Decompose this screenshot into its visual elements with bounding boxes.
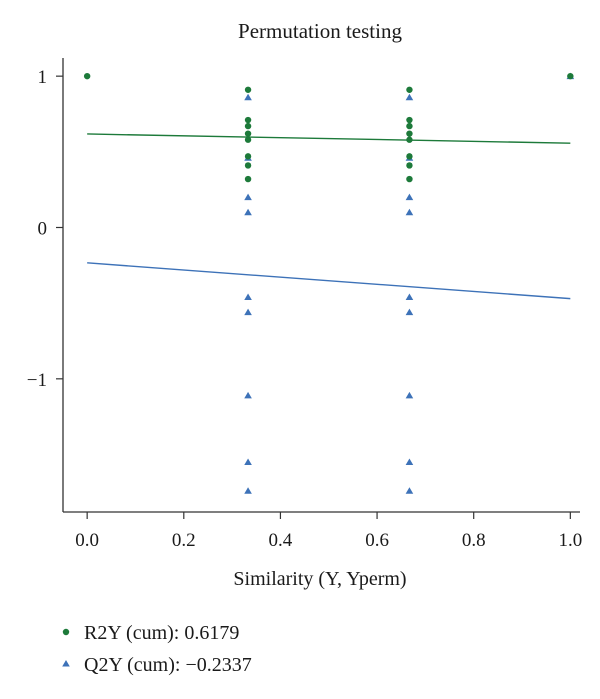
q2y-point <box>244 293 252 301</box>
x-tick-label: 0.6 <box>365 530 389 551</box>
r2y-point <box>567 72 574 80</box>
r2y-point <box>244 153 252 160</box>
q2y-point <box>405 458 414 465</box>
q2y-point <box>244 93 252 101</box>
y-tick-label: 0 <box>38 218 48 239</box>
legend-item-q2y: Q2Y (cum): −0.2337 <box>62 654 252 676</box>
r2y-regression-line <box>87 133 571 144</box>
x-ticks: 0.0 0.2 0.4 0.6 0.8 1.0 <box>75 512 582 551</box>
legend-item-r2y: R2Y (cum): 0.6179 <box>62 622 239 644</box>
r2y-point <box>406 162 413 169</box>
q2y-point <box>244 208 252 216</box>
regression-lines <box>87 133 571 300</box>
x-axis-label: Similarity (Y, Yperm) <box>233 568 406 590</box>
q2y-point <box>405 308 414 316</box>
r2y-point <box>406 116 413 124</box>
q2y-point <box>244 487 252 494</box>
legend-marker-r2y <box>62 628 70 636</box>
legend-label-r2y: R2Y (cum): 0.6179 <box>84 622 239 644</box>
r2y-point <box>406 153 413 160</box>
q2y-point <box>244 193 252 201</box>
q2y-point <box>405 208 414 216</box>
q2y-regression-line <box>87 262 571 300</box>
y-tick-label: −1 <box>27 370 47 391</box>
q2y-point <box>244 458 252 465</box>
r2y-point <box>406 86 413 93</box>
r2y-point <box>244 162 252 169</box>
r2y-point <box>244 86 252 93</box>
r2y-point <box>244 175 252 183</box>
r2y-point <box>244 130 252 137</box>
q2y-point <box>244 308 252 316</box>
r2y-point <box>244 116 252 124</box>
x-tick-label: 0.2 <box>172 530 196 551</box>
y-tick-label: 1 <box>38 67 48 88</box>
legend-marker-q2y <box>62 660 70 667</box>
x-tick-label: 0.0 <box>75 530 99 551</box>
q2y-point <box>405 487 414 494</box>
legend: R2Y (cum): 0.6179 Q2Y (cum): −0.2337 <box>62 622 252 676</box>
chart-title: Permutation testing <box>238 19 402 43</box>
q2y-point <box>405 193 414 201</box>
r2y-point <box>406 175 413 183</box>
q2y-point <box>405 93 414 101</box>
x-tick-label: 1.0 <box>558 530 582 551</box>
x-tick-label: 0.8 <box>462 530 486 551</box>
r2y-point <box>406 122 413 130</box>
r2y-point <box>406 130 413 137</box>
x-tick-label: 0.4 <box>269 530 293 551</box>
markers <box>83 72 575 494</box>
r2y-point <box>83 72 91 80</box>
plot-area: 0.0 0.2 0.4 0.6 0.8 1.0 1 0 −1 <box>27 58 582 551</box>
r2y-point <box>244 136 252 143</box>
y-ticks: 1 0 −1 <box>27 67 63 391</box>
q2y-point <box>244 391 252 399</box>
legend-label-q2y: Q2Y (cum): −0.2337 <box>84 654 252 676</box>
r2y-point <box>244 122 252 130</box>
q2y-point <box>405 391 414 399</box>
r2y-point <box>406 136 413 143</box>
q2y-point <box>405 293 414 301</box>
